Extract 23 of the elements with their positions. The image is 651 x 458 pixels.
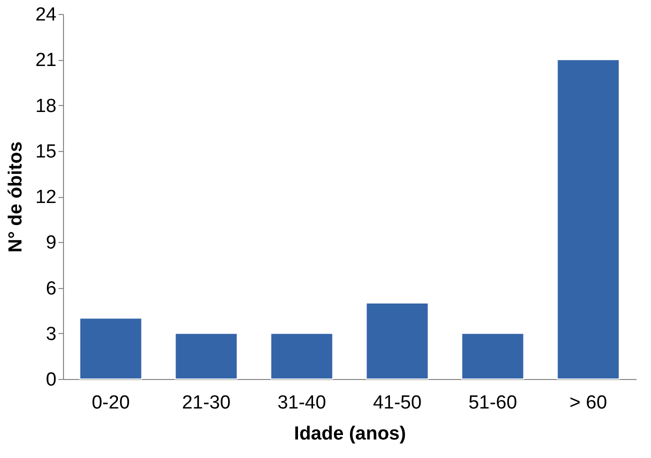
bar [366, 302, 429, 380]
y-tick-label: 6 [46, 278, 56, 300]
y-tick-label: 12 [35, 187, 56, 208]
y-tick-label: 18 [35, 96, 56, 117]
y-tick-label: 9 [46, 232, 56, 254]
x-tick-label: 31-40 [277, 392, 326, 414]
bar [270, 332, 334, 380]
y-tick-label: 24 [35, 4, 57, 26]
y-tick-label: 3 [46, 324, 56, 345]
y-tick-label: 15 [35, 141, 56, 162]
x-axis-title: Idade (anos) [294, 424, 406, 444]
y-tick-label: 21 [35, 50, 56, 72]
x-tick-label: 41-50 [372, 392, 422, 414]
x-tick-label: 51-60 [468, 392, 518, 414]
bar [556, 59, 620, 380]
bar [174, 332, 238, 380]
bar [79, 318, 142, 380]
y-tick-label: 0 [46, 370, 56, 390]
bar [461, 332, 524, 380]
x-tick-label: 0-20 [92, 392, 130, 414]
x-tick-label: 21-30 [182, 392, 231, 414]
x-tick-label: > 60 [569, 392, 608, 414]
y-axis-title: N° de óbitos [5, 141, 26, 253]
